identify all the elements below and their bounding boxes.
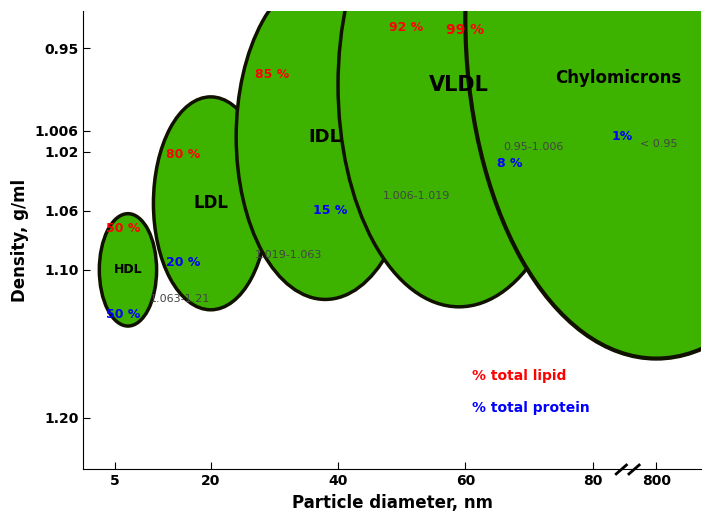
Text: 20 %: 20 %: [166, 256, 201, 269]
Text: 1.019-1.063: 1.019-1.063: [256, 250, 323, 260]
Ellipse shape: [153, 97, 268, 310]
Text: 92 %: 92 %: [389, 21, 423, 34]
Y-axis label: Density, g/ml: Density, g/ml: [11, 179, 29, 302]
Text: HDL: HDL: [114, 264, 142, 276]
Text: Chylomicrons: Chylomicrons: [555, 69, 681, 87]
Ellipse shape: [236, 0, 414, 300]
Text: 1.063-1.21: 1.063-1.21: [150, 294, 211, 304]
Text: LDL: LDL: [193, 195, 229, 212]
Text: 85 %: 85 %: [256, 68, 290, 81]
Text: 1.006-1.019: 1.006-1.019: [382, 191, 450, 201]
Text: 99 %: 99 %: [446, 24, 484, 37]
Text: 50 %: 50 %: [105, 222, 140, 235]
Text: 15 %: 15 %: [313, 204, 347, 217]
Text: % total protein: % total protein: [473, 401, 590, 415]
Ellipse shape: [466, 0, 712, 359]
Text: VLDL: VLDL: [429, 75, 489, 95]
Ellipse shape: [99, 214, 157, 326]
Text: 50 %: 50 %: [105, 308, 140, 321]
Text: 80 %: 80 %: [166, 148, 200, 161]
Text: < 0.95: < 0.95: [640, 139, 678, 149]
Text: % total lipid: % total lipid: [473, 369, 567, 383]
Text: IDL: IDL: [309, 128, 342, 146]
Text: 8 %: 8 %: [497, 157, 523, 170]
Text: 1%: 1%: [612, 130, 633, 143]
Ellipse shape: [338, 0, 580, 307]
X-axis label: Particle diameter, nm: Particle diameter, nm: [292, 494, 493, 512]
Text: 0.95-1.006: 0.95-1.006: [503, 142, 564, 152]
